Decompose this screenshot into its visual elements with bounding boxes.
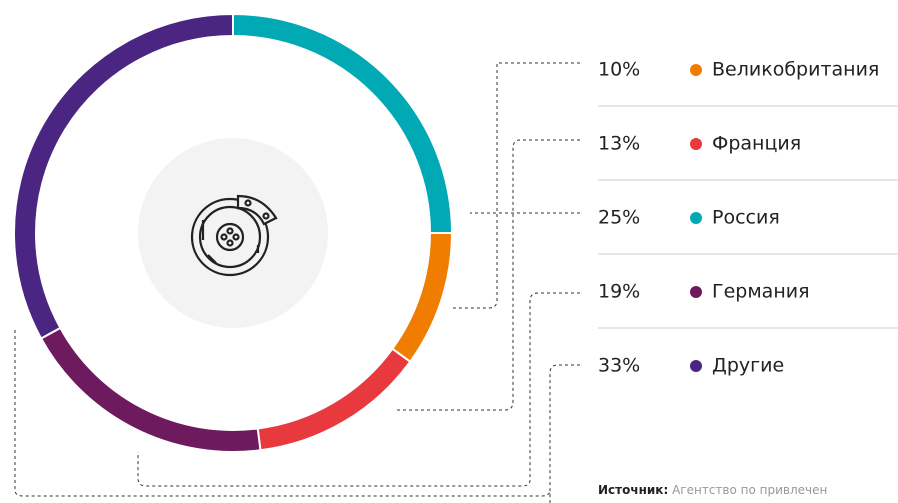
- donut-segment: [390, 232, 454, 364]
- legend-dot: [690, 64, 702, 76]
- center-circle: [138, 138, 328, 328]
- donut-segment: [39, 326, 262, 453]
- legend-dot: [690, 360, 702, 372]
- leader-line: [14, 330, 551, 497]
- legend-value: 10%: [598, 59, 640, 81]
- source: Источник: Агентство по привлечен: [598, 483, 827, 497]
- legend-dot: [690, 138, 702, 150]
- donut-segment: [256, 347, 412, 452]
- legend-label: Великобритания: [712, 59, 879, 81]
- legend-label: Другие: [712, 355, 784, 377]
- source-text: Агентство по привлечен: [672, 483, 827, 497]
- legend-label: Германия: [712, 281, 810, 303]
- donut-segment: [13, 12, 234, 340]
- leader-line: [453, 62, 580, 309]
- legend-value: 25%: [598, 207, 640, 229]
- legend-value: 19%: [598, 281, 640, 303]
- leader-lines: [14, 62, 580, 503]
- legend-label: Россия: [712, 207, 780, 229]
- leader-line: [395, 139, 580, 411]
- legend-value: 33%: [598, 355, 640, 377]
- legend-dot: [690, 212, 702, 224]
- legend-dot: [690, 286, 702, 298]
- leader-line: [549, 364, 580, 503]
- legend-value: 13%: [598, 133, 640, 155]
- legend-label: Франция: [712, 133, 801, 155]
- source-label: Источник:: [598, 483, 668, 497]
- brake-icon: [190, 194, 278, 277]
